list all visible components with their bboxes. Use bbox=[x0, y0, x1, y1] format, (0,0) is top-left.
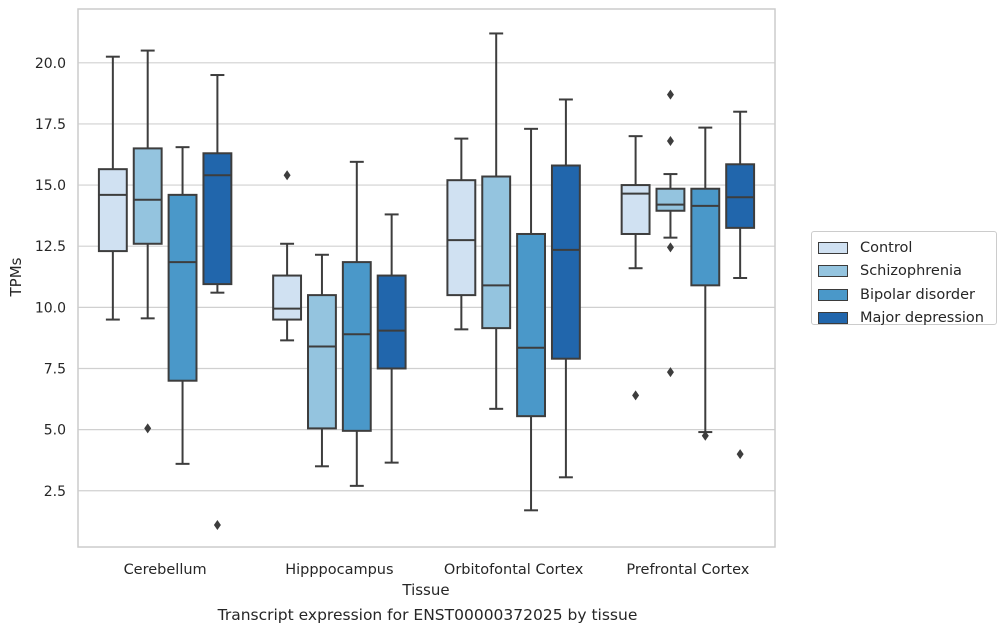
box-body bbox=[516, 232, 546, 418]
series-major-depression bbox=[202, 74, 756, 530]
box bbox=[167, 146, 198, 465]
x-tick-label: Cerebellum bbox=[124, 562, 207, 578]
y-tick-label: 2.5 bbox=[44, 484, 66, 500]
legend-item: Schizophrenia bbox=[818, 260, 996, 284]
figure-caption: Transcript expression for ENST0000037202… bbox=[217, 606, 638, 624]
box-body bbox=[202, 152, 233, 286]
box bbox=[481, 32, 512, 410]
box bbox=[655, 89, 686, 378]
x-axis-label: Tissue bbox=[401, 581, 449, 599]
box-body bbox=[97, 168, 128, 253]
y-tick-label: 20.0 bbox=[35, 56, 66, 72]
box-body bbox=[550, 164, 581, 360]
outlier-point bbox=[736, 449, 744, 460]
box-body bbox=[725, 163, 756, 229]
box bbox=[341, 160, 372, 487]
legend-item: Major depression bbox=[818, 307, 996, 331]
x-tick-labels: Cerebellum Hipppocampus Orbitofontal Corte… bbox=[124, 562, 750, 578]
box-body bbox=[307, 294, 337, 430]
box bbox=[446, 137, 477, 331]
legend-label: Schizophrenia bbox=[860, 263, 962, 280]
outlier-point bbox=[144, 423, 152, 434]
outlier-point bbox=[666, 242, 674, 253]
box bbox=[202, 74, 233, 530]
legend-swatch bbox=[818, 241, 848, 254]
box-body bbox=[655, 187, 686, 212]
legend: Control Schizophrenia Bipolar disorder Majo… bbox=[811, 231, 997, 326]
box bbox=[132, 49, 163, 434]
box-body bbox=[167, 193, 198, 382]
legend-item: Bipolar disorder bbox=[818, 283, 996, 307]
y-tick-label: 17.5 bbox=[35, 117, 66, 133]
box bbox=[307, 253, 337, 468]
box-body bbox=[132, 147, 163, 245]
box-body bbox=[690, 187, 721, 287]
box bbox=[97, 55, 128, 321]
x-tick-label: Prefrontal Cortex bbox=[626, 562, 749, 578]
x-tick-label: Hipppocampus bbox=[285, 562, 393, 578]
x-tick-label: Orbitofontal Cortex bbox=[444, 562, 584, 578]
box bbox=[690, 126, 721, 441]
series-control bbox=[97, 55, 651, 401]
box bbox=[376, 213, 407, 464]
box-body bbox=[620, 184, 651, 235]
box-body bbox=[481, 175, 512, 330]
outlier-point bbox=[701, 430, 709, 441]
box bbox=[725, 110, 756, 460]
series-bipolar-disorder bbox=[167, 126, 721, 512]
y-tick-label: 7.5 bbox=[44, 361, 66, 377]
outlier-point bbox=[632, 390, 640, 401]
legend-swatch bbox=[818, 265, 848, 278]
series-schizophrenia bbox=[132, 32, 686, 468]
plot-frame bbox=[77, 8, 776, 548]
outlier-point bbox=[213, 519, 221, 530]
outlier-point bbox=[666, 89, 674, 100]
box-series bbox=[97, 32, 756, 530]
y-tick-label: 5.0 bbox=[44, 423, 66, 439]
outlier-point bbox=[283, 170, 291, 181]
y-tick-label: 15.0 bbox=[35, 178, 66, 194]
box-body bbox=[341, 261, 372, 432]
box bbox=[620, 135, 651, 401]
legend-label: Bipolar disorder bbox=[860, 286, 975, 303]
box-body bbox=[446, 179, 477, 297]
legend-item: Control bbox=[818, 236, 996, 260]
outlier-point bbox=[666, 367, 674, 378]
legend-swatch bbox=[818, 288, 848, 301]
legend-swatch bbox=[818, 312, 848, 325]
y-tick-labels: 2.5 5.0 7.5 10.0 12.5 15.0 17.5 20.0 bbox=[35, 56, 66, 500]
box bbox=[272, 170, 303, 342]
outlier-point bbox=[666, 136, 674, 147]
y-tick-label: 10.0 bbox=[35, 300, 66, 316]
box bbox=[550, 98, 581, 479]
box bbox=[516, 127, 546, 512]
box-body bbox=[376, 274, 407, 370]
legend-label: Major depression bbox=[860, 310, 984, 327]
box-body bbox=[272, 274, 303, 321]
legend-label: Control bbox=[860, 239, 913, 256]
y-tick-label: 12.5 bbox=[35, 239, 66, 255]
y-axis-label: TPMs bbox=[7, 257, 25, 297]
